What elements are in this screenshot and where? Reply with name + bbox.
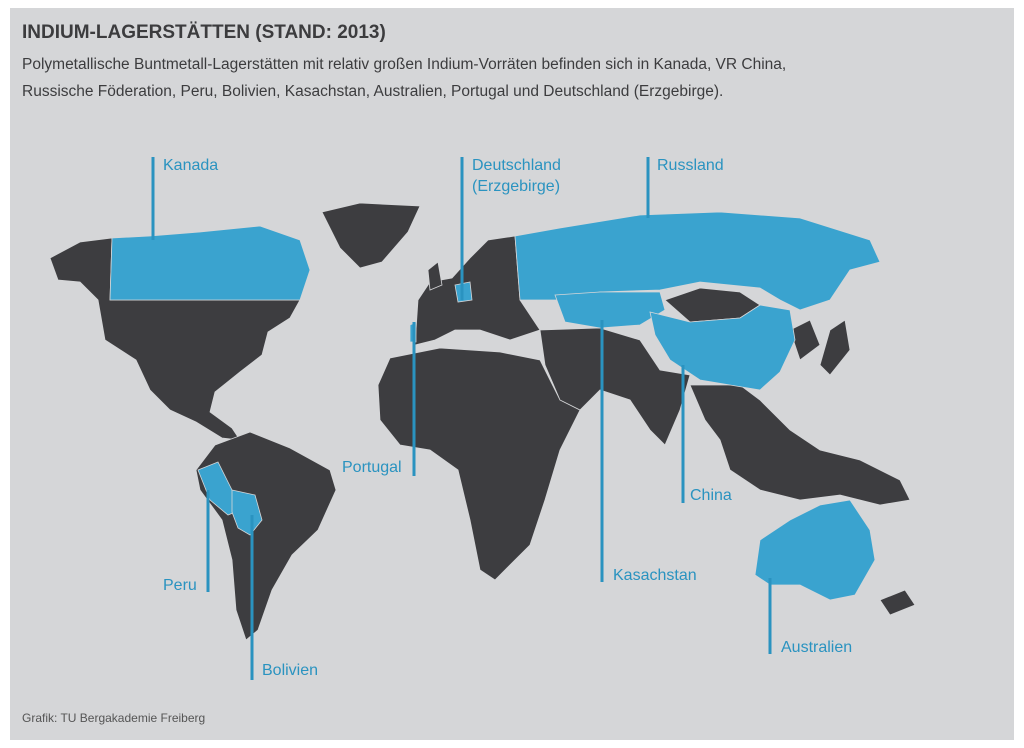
map-label: Peru bbox=[163, 577, 197, 594]
australia bbox=[754, 499, 876, 601]
map-label: Portugal bbox=[342, 459, 402, 476]
new-zealand bbox=[879, 589, 916, 616]
japan-korea bbox=[789, 319, 851, 376]
map-label: Australien bbox=[781, 639, 853, 656]
map-label: Bolivien bbox=[262, 662, 319, 679]
title: INDIUM-LAGERSTÄTTEN (STAND: 2013) bbox=[22, 22, 386, 43]
map-label: Kasachstan bbox=[613, 567, 697, 584]
source: Grafik: TU Bergakademie Freiberg bbox=[22, 711, 206, 725]
canada bbox=[109, 225, 311, 301]
map-label: Russland bbox=[657, 157, 724, 174]
china bbox=[649, 304, 796, 391]
africa bbox=[377, 347, 581, 581]
greenland bbox=[321, 202, 421, 269]
leader-lines bbox=[151, 157, 772, 680]
subtitle: Russische Föderation, Peru, Bolivien, Ka… bbox=[22, 83, 724, 100]
map-label: Deutschland (Erzgebirge) bbox=[472, 157, 561, 195]
europe bbox=[414, 235, 541, 346]
map-label: China bbox=[690, 487, 732, 504]
map-label: Kanada bbox=[163, 157, 219, 174]
kazakhstan bbox=[554, 291, 666, 329]
middle-east-india bbox=[539, 327, 691, 446]
subtitle: Polymetallische Buntmetall-Lagerstätten … bbox=[22, 56, 787, 73]
uk bbox=[427, 261, 443, 291]
se-asia bbox=[689, 384, 911, 506]
bolivia bbox=[231, 489, 263, 536]
south-america bbox=[195, 431, 337, 641]
